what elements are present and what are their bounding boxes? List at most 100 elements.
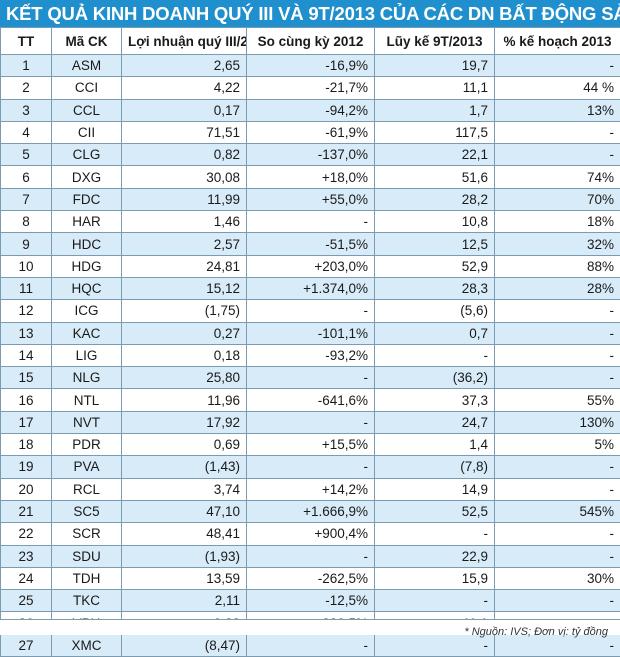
- cell-plan-percent: -: [495, 121, 620, 143]
- cell-9m-cumulative: 28,2: [375, 188, 495, 210]
- header-plan-percent: % kế hoạch 2013: [495, 28, 620, 55]
- cell-plan-percent: -: [495, 322, 620, 344]
- cell-q3-profit: 0,82: [122, 144, 247, 166]
- cell-stock-code: CCL: [52, 99, 122, 121]
- cell-q3-profit: 47,10: [122, 500, 247, 522]
- header-row: TT Mã CK Lợi nhuận quý III/2013 So cùng …: [1, 28, 620, 55]
- cell-9m-cumulative: (36,2): [375, 367, 495, 389]
- cell-stock-code: CII: [52, 121, 122, 143]
- cell-stock-code: LIG: [52, 344, 122, 366]
- cell-yoy: -641,6%: [247, 389, 375, 411]
- cell-plan-percent: 74%: [495, 166, 620, 188]
- cell-stock-code: HDG: [52, 255, 122, 277]
- cell-tt: 27: [1, 634, 52, 656]
- cell-q3-profit: 11,99: [122, 188, 247, 210]
- cell-yoy: +900,4%: [247, 523, 375, 545]
- cell-9m-cumulative: 24,7: [375, 411, 495, 433]
- cell-9m-cumulative: 1,4: [375, 434, 495, 456]
- report-table-card: KẾT QUẢ KINH DOANH QUÝ III VÀ 9T/2013 CỦ…: [0, 0, 620, 634]
- cell-yoy: -262,5%: [247, 567, 375, 589]
- cell-tt: 16: [1, 389, 52, 411]
- cell-tt: 20: [1, 478, 52, 500]
- cell-stock-code: TDH: [52, 567, 122, 589]
- cell-9m-cumulative: 51,6: [375, 166, 495, 188]
- results-table: TT Mã CK Lợi nhuận quý III/2013 So cùng …: [0, 27, 620, 657]
- cell-yoy: +14,2%: [247, 478, 375, 500]
- cell-tt: 10: [1, 255, 52, 277]
- cell-tt: 24: [1, 567, 52, 589]
- cell-tt: 19: [1, 456, 52, 478]
- cell-q3-profit: 3,74: [122, 478, 247, 500]
- cell-q3-profit: 2,65: [122, 55, 247, 77]
- cell-q3-profit: 0,17: [122, 99, 247, 121]
- cell-tt: 2: [1, 77, 52, 99]
- cell-tt: 15: [1, 367, 52, 389]
- header-9m-cumulative: Lũy kế 9T/2013: [375, 28, 495, 55]
- cell-tt: 17: [1, 411, 52, 433]
- cell-9m-cumulative: 117,5: [375, 121, 495, 143]
- cell-stock-code: KAC: [52, 322, 122, 344]
- cell-yoy: -61,9%: [247, 121, 375, 143]
- header-tt: TT: [1, 28, 52, 55]
- cell-q3-profit: 2,11: [122, 590, 247, 612]
- table-title: KẾT QUẢ KINH DOANH QUÝ III VÀ 9T/2013 CỦ…: [0, 0, 620, 27]
- cell-9m-cumulative: 11,1: [375, 77, 495, 99]
- cell-stock-code: NTL: [52, 389, 122, 411]
- cell-tt: 3: [1, 99, 52, 121]
- cell-q3-profit: 24,81: [122, 255, 247, 277]
- cell-q3-profit: 4,22: [122, 77, 247, 99]
- cell-9m-cumulative: 52,5: [375, 500, 495, 522]
- cell-plan-percent: -: [495, 367, 620, 389]
- cell-yoy: -93,2%: [247, 344, 375, 366]
- cell-9m-cumulative: 22,9: [375, 545, 495, 567]
- cell-stock-code: SC5: [52, 500, 122, 522]
- cell-plan-percent: 70%: [495, 188, 620, 210]
- cell-q3-profit: (8,47): [122, 634, 247, 656]
- cell-tt: 25: [1, 590, 52, 612]
- cell-stock-code: NLG: [52, 367, 122, 389]
- cell-q3-profit: 1,46: [122, 211, 247, 233]
- cell-plan-percent: -: [495, 545, 620, 567]
- cell-stock-code: HQC: [52, 277, 122, 299]
- cell-yoy: +1.666,9%: [247, 500, 375, 522]
- cell-9m-cumulative: 28,3: [375, 277, 495, 299]
- cell-tt: 21: [1, 500, 52, 522]
- cell-plan-percent: 5%: [495, 434, 620, 456]
- source-note: * Nguồn: IVS; Đơn vị: tỷ đồng: [464, 626, 608, 638]
- cell-yoy: +55,0%: [247, 188, 375, 210]
- footer-strip: * Nguồn: IVS; Đơn vị: tỷ đồng: [0, 619, 620, 635]
- cell-9m-cumulative: 0,7: [375, 322, 495, 344]
- cell-9m-cumulative: -: [375, 344, 495, 366]
- cell-q3-profit: (1,93): [122, 545, 247, 567]
- cell-q3-profit: 30,08: [122, 166, 247, 188]
- cell-9m-cumulative: 15,9: [375, 567, 495, 589]
- header-yoy: So cùng kỳ 2012: [247, 28, 375, 55]
- cell-9m-cumulative: 19,7: [375, 55, 495, 77]
- cell-plan-percent: 130%: [495, 411, 620, 433]
- header-stock-code: Mã CK: [52, 28, 122, 55]
- cell-plan-percent: 30%: [495, 567, 620, 589]
- cell-yoy: -137,0%: [247, 144, 375, 166]
- cell-plan-percent: 44 %: [495, 77, 620, 99]
- cell-stock-code: CCI: [52, 77, 122, 99]
- cell-9m-cumulative: 37,3: [375, 389, 495, 411]
- cell-9m-cumulative: -: [375, 523, 495, 545]
- cell-stock-code: CLG: [52, 144, 122, 166]
